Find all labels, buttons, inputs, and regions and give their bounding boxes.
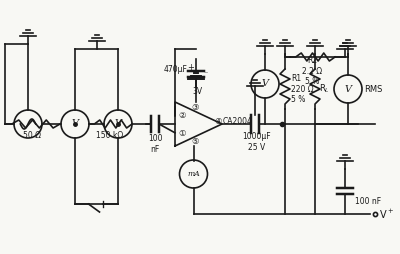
Text: R1
220 Ω
5 %: R1 220 Ω 5 % [291,74,314,104]
Text: mA: mA [187,170,200,178]
Text: 50 Ω: 50 Ω [23,132,41,140]
Text: ⁻: ⁻ [203,70,208,78]
Text: ②: ② [178,111,186,120]
Text: V: V [72,119,78,129]
Text: 470µF: 470µF [164,65,188,73]
Text: 3V: 3V [192,87,202,96]
Text: CA2004: CA2004 [222,118,252,126]
Text: 100
nF: 100 nF [148,134,162,154]
Text: V: V [262,80,268,88]
Text: V$^+$: V$^+$ [379,208,394,220]
Text: V: V [114,119,122,129]
Text: V: V [344,85,352,93]
Text: 150 kΩ: 150 kΩ [96,132,124,140]
Text: 100 nF: 100 nF [355,197,381,205]
Text: ①: ① [178,129,186,138]
Text: ④: ④ [214,118,222,126]
Text: R2
2.2 Ω
5 %: R2 2.2 Ω 5 % [302,56,322,86]
Text: RMS: RMS [364,85,382,93]
Text: ③: ③ [192,103,199,112]
Text: R$_L$: R$_L$ [319,83,330,95]
Text: +: + [187,64,194,72]
Text: ⑤: ⑤ [192,136,199,146]
Text: 1000µF
25 V: 1000µF 25 V [243,132,271,152]
